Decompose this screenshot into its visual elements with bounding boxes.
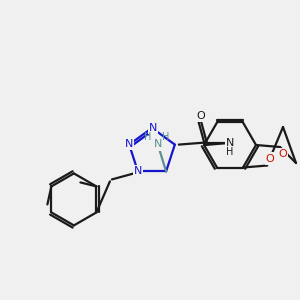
Text: N: N: [125, 139, 134, 148]
Text: O: O: [266, 154, 274, 164]
Text: N: N: [134, 167, 142, 176]
Text: O: O: [196, 111, 205, 121]
Text: H: H: [144, 132, 152, 142]
Text: H: H: [226, 147, 233, 157]
Text: O: O: [279, 149, 287, 159]
Text: N: N: [226, 138, 234, 148]
Text: N: N: [149, 123, 157, 133]
Text: H: H: [162, 132, 170, 142]
Text: N: N: [154, 140, 162, 149]
